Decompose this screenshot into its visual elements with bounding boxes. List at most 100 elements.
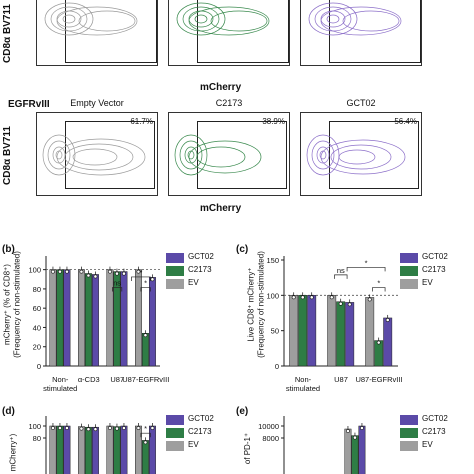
category-label: α-CD3 (78, 375, 100, 384)
flow-condition-label: C2173 (215, 98, 243, 108)
significance-label: * (144, 279, 147, 288)
data-point (108, 426, 112, 430)
bar (142, 440, 149, 474)
y-tick-label: 8000 (262, 434, 279, 443)
bar (78, 426, 85, 474)
legend-label: GCT02 (422, 252, 448, 261)
y-tick-label: 80 (33, 434, 41, 443)
legend-item: GCT02 (166, 252, 236, 265)
legend-swatch (400, 441, 418, 451)
chart-e: 8000 10000 (258, 416, 366, 474)
data-point (376, 340, 381, 345)
flow-top-panel-1 (36, 0, 158, 66)
significance-label: * (365, 258, 368, 267)
legend-swatch (400, 428, 418, 438)
legend-item: GCT02 (400, 252, 472, 265)
legend-item: EV (400, 440, 472, 453)
y-tick-label: 100 (28, 422, 41, 431)
data-point (115, 271, 119, 276)
significance-label: ns (113, 279, 121, 288)
flow-bottom-header: EGFRvIII (8, 99, 50, 110)
data-point (353, 435, 357, 440)
legend-swatch (166, 441, 184, 451)
contour-plot (44, 2, 138, 36)
bar (351, 435, 359, 474)
data-point (58, 426, 62, 430)
y-tick-label: 50 (271, 327, 279, 336)
legend-d: GCT02 C2173 EV (166, 414, 236, 453)
flow-top-panel-3 (300, 0, 422, 66)
bar (135, 269, 142, 367)
category-label: stimulated (43, 384, 77, 393)
data-point (79, 426, 84, 431)
significance-bracket (334, 274, 348, 279)
legend-label: GCT02 (422, 414, 448, 423)
chart-d: 80 100 * (28, 416, 156, 474)
legend-swatch (400, 266, 418, 276)
bar (365, 297, 375, 367)
data-point (115, 426, 119, 431)
bar (63, 269, 71, 367)
significance-bracket (131, 276, 151, 281)
contour-plot (42, 134, 146, 176)
data-point (51, 269, 55, 274)
data-point (122, 271, 126, 276)
legend-item: GCT02 (400, 414, 472, 427)
data-point (385, 318, 390, 322)
bar (336, 301, 346, 367)
flow-condition-label: GCT02 (346, 98, 376, 108)
data-point (329, 295, 334, 300)
legend-swatch (166, 279, 184, 289)
legend-label: C2173 (188, 265, 212, 274)
category-label: stimulated (286, 384, 320, 393)
legend-item: C2173 (400, 265, 472, 278)
data-point (150, 277, 155, 282)
y-tick-label: 80 (33, 285, 41, 294)
panel-letter-c: (c) (236, 244, 249, 255)
legend-label: C2173 (188, 427, 212, 436)
legend-item: EV (166, 278, 236, 291)
flow-bottom-panel-c2173: 38.9% (168, 112, 290, 196)
y-tick-label: 40 (33, 323, 41, 332)
legend-label: EV (188, 440, 199, 449)
bar (298, 295, 308, 367)
legend-label: EV (422, 278, 433, 287)
bar (63, 425, 71, 474)
flow-top-xlabel: mCherry (200, 82, 242, 93)
legend-swatch (400, 279, 418, 289)
data-point (136, 269, 141, 274)
data-point (51, 426, 55, 430)
data-point (143, 333, 148, 338)
data-point (360, 426, 364, 430)
legend-swatch (400, 415, 418, 425)
flow-top-ylabel: CD8α BV711 (1, 4, 13, 63)
chart-c: 0 50 100 150 Non-stimulated U87 U87-EGFRvIII ns… (266, 256, 403, 393)
legend-label: EV (422, 440, 433, 449)
flow-percent: 61.7% (130, 117, 153, 126)
flow-gate (197, 0, 289, 63)
data-point (93, 427, 98, 432)
bar (358, 425, 366, 474)
significance-label: * (144, 424, 147, 433)
bar (92, 426, 99, 474)
contour-plot (308, 2, 402, 36)
flow-gate (65, 0, 157, 63)
data-point (143, 440, 148, 445)
data-point (58, 269, 62, 274)
contour-plot (176, 2, 270, 36)
legend-swatch (400, 253, 418, 263)
data-point (86, 427, 91, 432)
panel-letter-d: (d) (2, 406, 15, 417)
flow-gate (329, 0, 421, 63)
legend-b: GCT02 C2173 EV (166, 252, 236, 291)
bar (289, 295, 299, 367)
y-tick-label: 100 (28, 266, 41, 275)
bar (56, 425, 64, 474)
significance-bracket (112, 287, 123, 292)
legend-label: GCT02 (188, 414, 214, 423)
data-point (347, 302, 352, 307)
category-label: U87-EGFRvIII (122, 375, 169, 384)
data-point (346, 429, 350, 433)
legend-e: GCT02 C2173 EV (400, 414, 472, 453)
